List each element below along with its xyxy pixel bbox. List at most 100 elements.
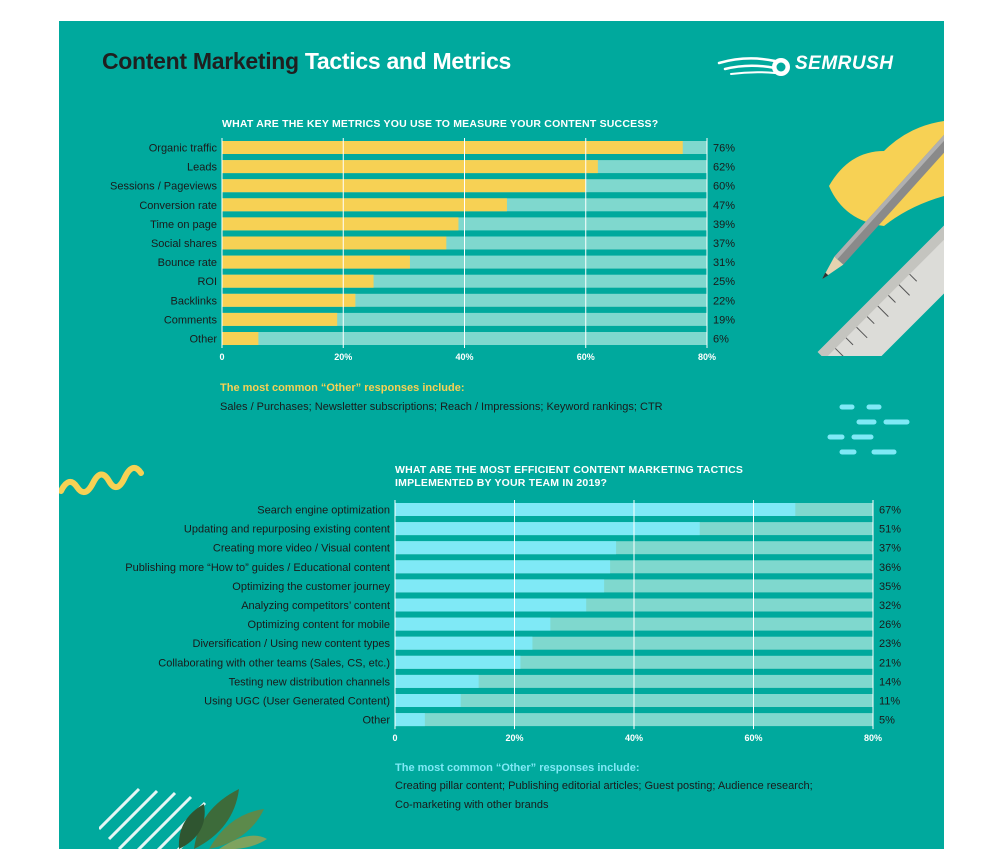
metrics-category-label: ROI: [197, 276, 217, 288]
metrics-bar: [222, 236, 447, 250]
pencil-ruler-illustration: [817, 121, 944, 356]
metrics-chart-title: WHAT ARE THE KEY METRICS YOU USE TO MEAS…: [222, 118, 659, 130]
tactics-category-label: Collaborating with other teams (Sales, C…: [158, 657, 390, 669]
tactics-other-body: Creating pillar content; Publishing edit…: [395, 777, 813, 815]
brand-name: SEMRUSH: [795, 53, 894, 74]
tactics-tick-label: 40%: [625, 733, 643, 743]
dashes-decoration: [827, 404, 910, 455]
metrics-other-heading: The most common “Other” responses includ…: [220, 382, 465, 394]
metrics-category-label: Backlinks: [171, 295, 218, 307]
tactics-value-label: 51%: [879, 524, 901, 536]
tactics-bar: [395, 694, 461, 707]
tactics-chart-title: WHAT ARE THE MOST EFFICIENT CONTENT MARK…: [395, 464, 744, 489]
metrics-bar: [222, 293, 356, 307]
metrics-value-label: 47%: [713, 200, 735, 212]
brand-logo: SEMRUSH: [717, 51, 907, 81]
metrics-tick-label: 0: [219, 352, 224, 362]
metrics-tick-label: 80%: [698, 352, 716, 362]
tactics-tick-label: 0: [392, 733, 397, 743]
metrics-category-label: Organic traffic: [149, 143, 218, 155]
tactics-value-label: 11%: [879, 696, 900, 708]
tactics-tick-label: 80%: [864, 733, 882, 743]
metrics-category-label: Time on page: [150, 219, 217, 231]
page-title: Content Marketing Tactics and Metrics: [102, 48, 511, 75]
comet-logo-icon: [717, 57, 790, 76]
tactics-bar: [395, 598, 587, 612]
metrics-bar: [222, 179, 586, 193]
tactics-value-label: 21%: [879, 657, 901, 669]
tactics-bar: [395, 503, 796, 516]
tactics-bar: [395, 617, 551, 631]
tactics-category-label: Using UGC (User Generated Content): [204, 696, 390, 708]
tactics-tick-label: 20%: [505, 733, 523, 743]
tactics-tick-label: 60%: [744, 733, 762, 743]
metrics-value-label: 39%: [713, 219, 735, 231]
metrics-category-label: Other: [189, 334, 217, 346]
tactics-bar: [395, 674, 479, 688]
tactics-bar: [395, 522, 700, 536]
tactics-value-label: 5%: [879, 715, 895, 727]
tactics-bar: [395, 560, 611, 574]
metrics-tick-label: 60%: [577, 352, 595, 362]
tactics-bar: [395, 579, 605, 593]
title-part-1: Content Marketing: [102, 48, 299, 74]
metrics-bar: [222, 198, 507, 212]
metrics-value-label: 60%: [713, 181, 735, 193]
metrics-tick-label: 20%: [334, 352, 352, 362]
tactics-value-label: 32%: [879, 600, 901, 612]
tactics-other-body-line1: Creating pillar content; Publishing edit…: [395, 780, 813, 792]
metrics-bar: [222, 332, 259, 345]
tactics-category-label: Analyzing competitors’ content: [241, 600, 390, 612]
squiggle-decoration: [59, 464, 144, 496]
tactics-bar: [395, 541, 617, 555]
metrics-value-label: 62%: [713, 162, 735, 174]
metrics-bar: [222, 217, 459, 231]
tactics-category-label: Optimizing the customer journey: [232, 581, 390, 593]
metrics-value-label: 22%: [713, 295, 735, 307]
tactics-value-label: 36%: [879, 562, 901, 574]
tactics-category-label: Publishing more “How to” guides / Educat…: [125, 562, 390, 574]
tactics-value-label: 67%: [879, 505, 901, 517]
metrics-bar-chart: Organic traffic 76% Leads 62% Sessions / Pag…: [110, 138, 735, 362]
tactics-category-label: Optimizing content for mobile: [248, 619, 390, 631]
metrics-value-label: 6%: [713, 334, 729, 346]
metrics-bar: [222, 274, 374, 288]
metrics-category-label: Leads: [187, 162, 217, 174]
tactics-value-label: 23%: [879, 638, 901, 650]
metrics-bar: [222, 141, 683, 154]
metrics-category-label: Comments: [164, 314, 218, 326]
metrics-value-label: 25%: [713, 276, 735, 288]
metrics-category-label: Social shares: [151, 238, 218, 250]
tactics-other-heading: The most common “Other” responses includ…: [395, 762, 640, 774]
tactics-bar: [395, 655, 521, 669]
metrics-category-label: Sessions / Pageviews: [110, 181, 217, 193]
metrics-other-body: Sales / Purchases; Newsletter subscripti…: [220, 401, 663, 413]
tactics-value-label: 37%: [879, 543, 901, 555]
title-part-2: Tactics and Metrics: [304, 48, 511, 74]
metrics-bar: [222, 160, 598, 174]
metrics-category-label: Conversion rate: [139, 200, 217, 212]
tactics-category-label: Updating and repurposing existing conten…: [184, 524, 390, 536]
tactics-category-label: Other: [362, 715, 390, 727]
metrics-category-label: Bounce rate: [158, 257, 217, 269]
tactics-bar-chart: Search engine optimization 67% Updating an…: [125, 500, 901, 743]
tactics-category-label: Search engine optimization: [257, 505, 390, 517]
tactics-bar: [395, 636, 533, 650]
metrics-value-label: 37%: [713, 238, 735, 250]
tactics-category-label: Diversification / Using new content type…: [193, 638, 391, 650]
metrics-bar: [222, 255, 410, 269]
metrics-value-label: 31%: [713, 257, 735, 269]
tactics-bar: [395, 713, 425, 727]
metrics-value-label: 19%: [713, 314, 735, 326]
tactics-other-body-line2: Co-marketing with other brands: [395, 799, 549, 811]
tactics-category-label: Creating more video / Visual content: [213, 543, 390, 555]
tactics-category-label: Testing new distribution channels: [229, 676, 391, 688]
metrics-bar: [222, 312, 338, 326]
tactics-value-label: 14%: [879, 676, 901, 688]
tactics-value-label: 35%: [879, 581, 901, 593]
metrics-tick-label: 40%: [455, 352, 473, 362]
tactics-value-label: 26%: [879, 619, 901, 631]
metrics-value-label: 76%: [713, 143, 735, 155]
infographic-panel: Content Marketing Tactics and Metrics SE…: [59, 21, 944, 849]
leaves-illustration: [99, 787, 267, 849]
